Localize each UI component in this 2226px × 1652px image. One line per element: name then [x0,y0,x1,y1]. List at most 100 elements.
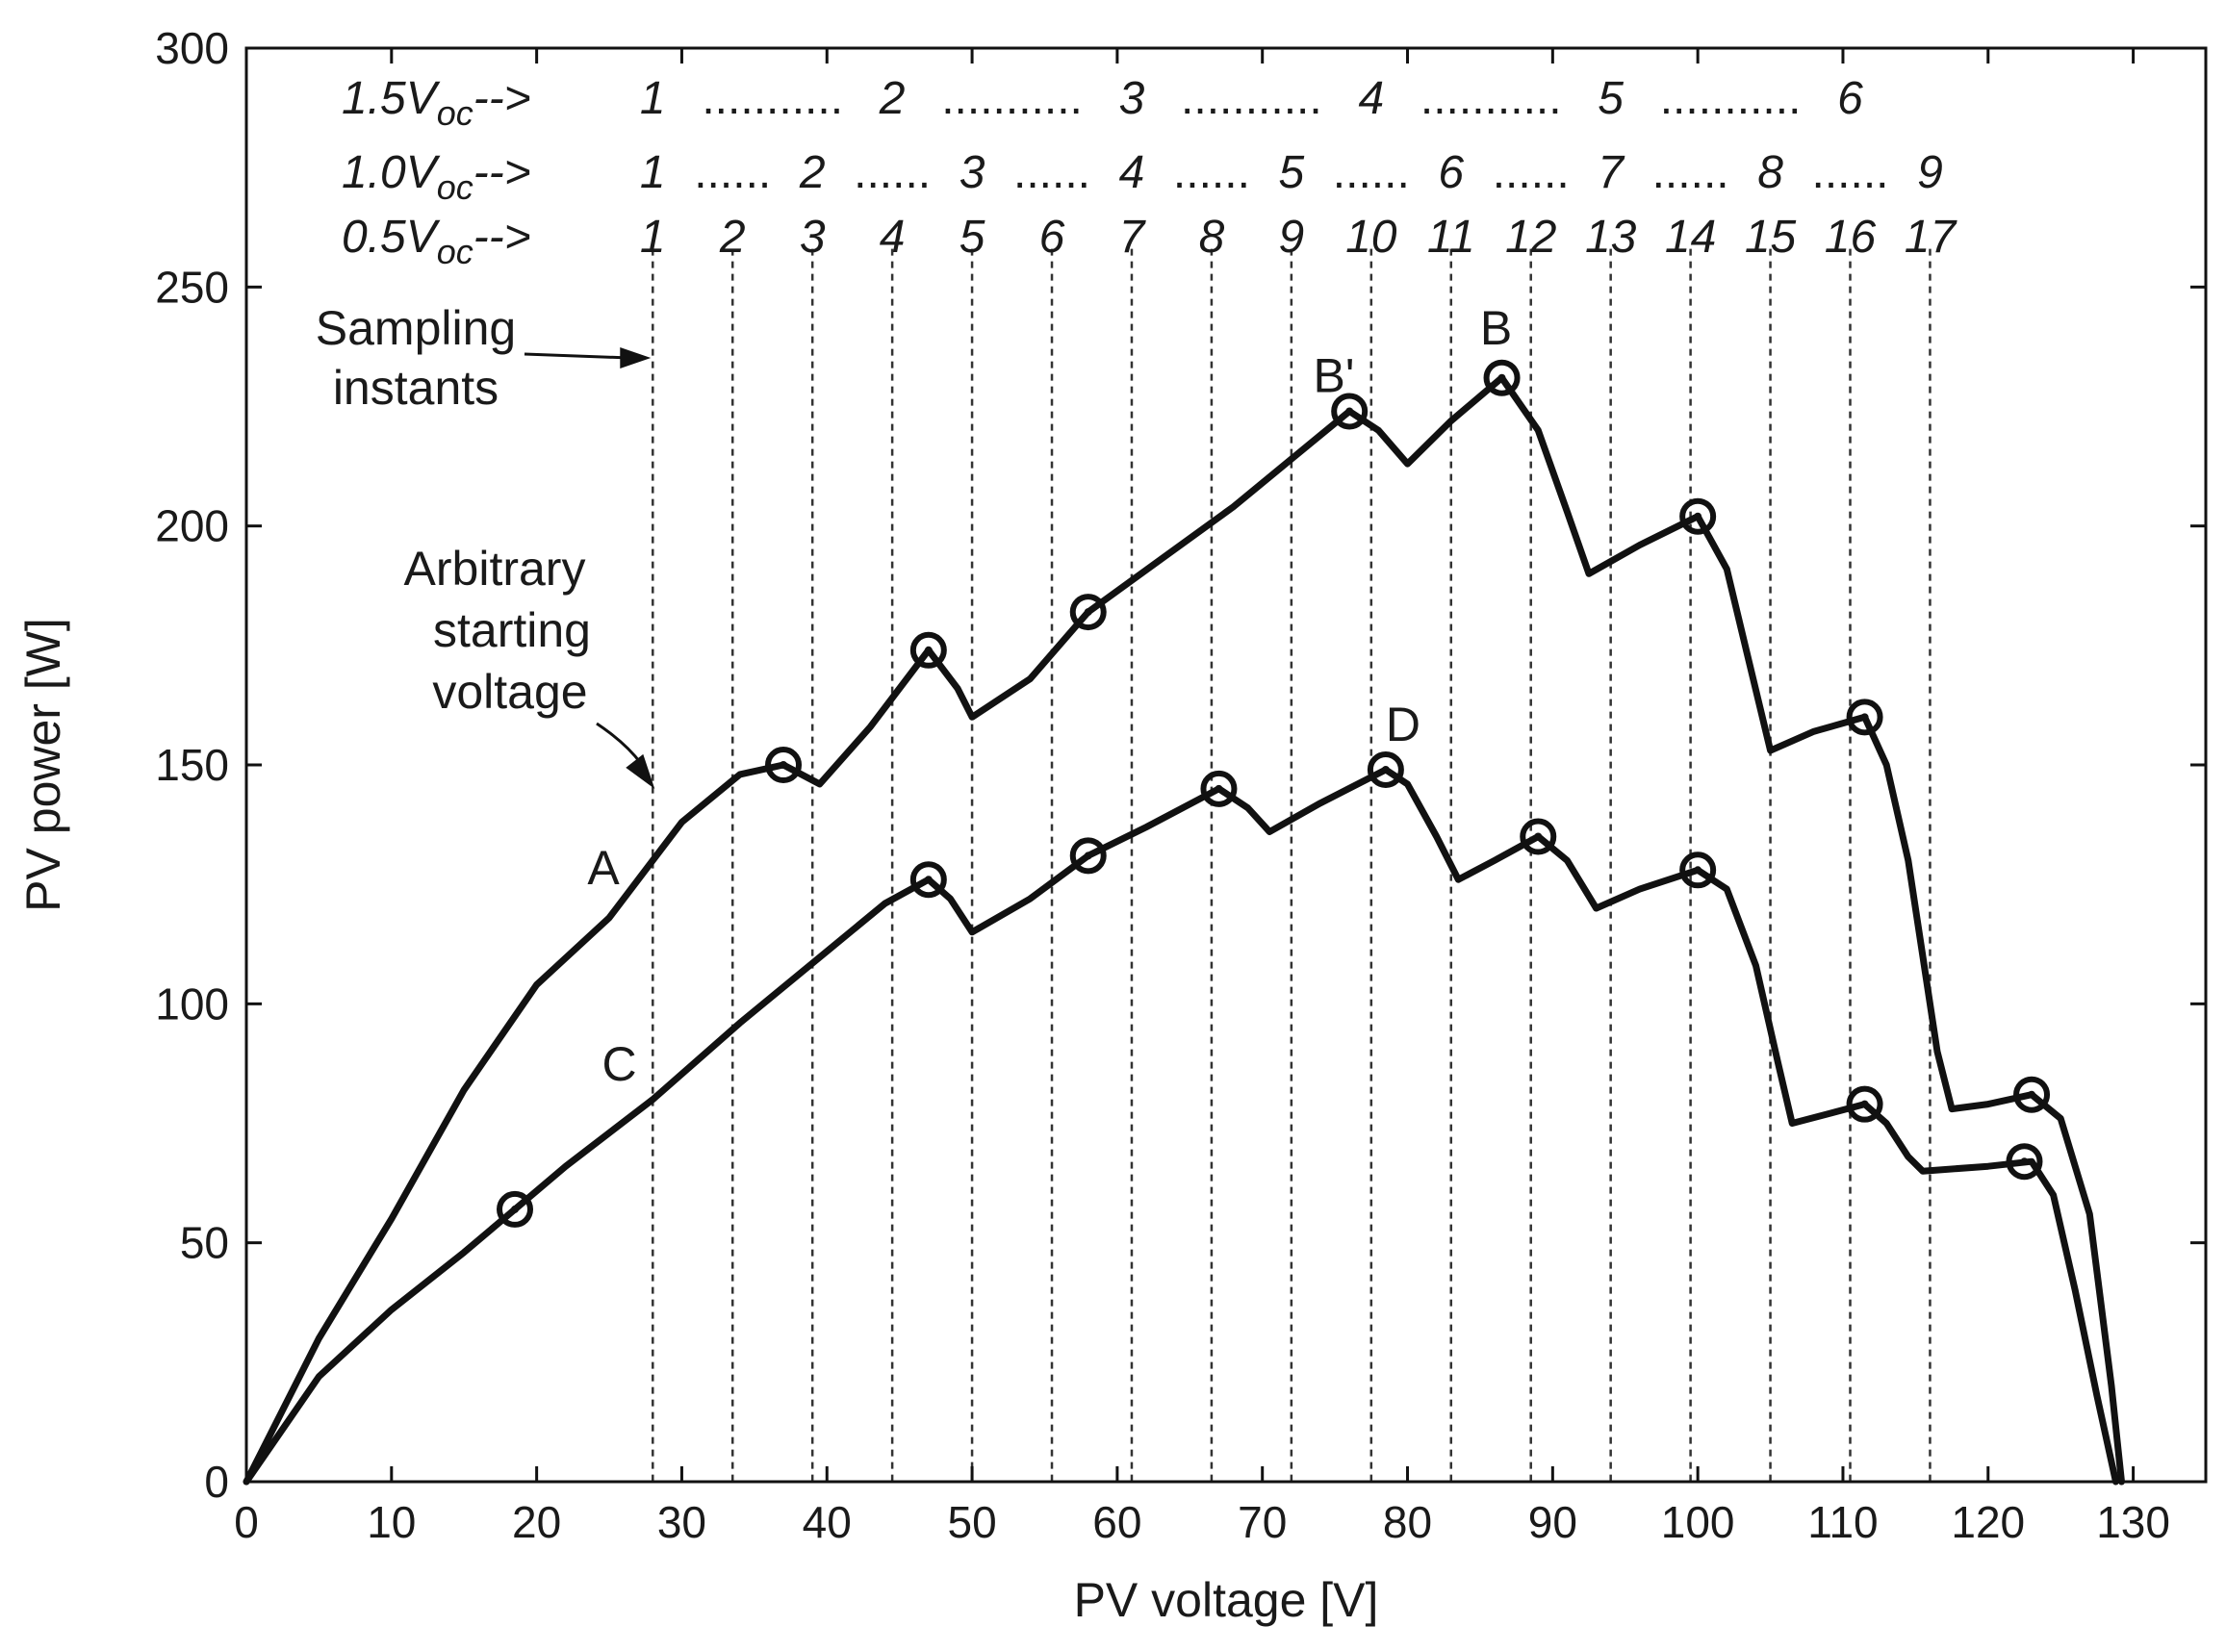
marker-dot-lower-9 [2020,1157,2029,1166]
x-tick-label-120: 120 [1951,1497,2025,1547]
sampling-instant-lines [652,248,1932,1482]
x-tick-label-10: 10 [367,1497,416,1547]
sequence-2-number-13: 13 [1585,212,1637,263]
y-axis-title: PV power [W] [16,618,70,912]
marker-upper-4 [1331,393,1369,430]
sample-markers [497,359,2051,1228]
marker-upper-2 [909,631,947,669]
sequence-1-number-5: 5 [1279,147,1305,198]
arbitrary-start-label-line1: Arbitrary [404,542,586,596]
marker-lower-4 [1200,770,1238,807]
sequence-label-1: 1.0Voc--> [342,147,531,207]
marker-dot-lower-7 [1694,866,1702,875]
marker-upper-8 [2013,1076,2051,1113]
sequence-1-dots-3: ...... [1013,147,1090,198]
marker-dot-upper-7 [1860,713,1869,722]
sequence-1-dots-6: ...... [1493,147,1570,198]
arbitrary-start-arrow [596,722,643,765]
sequence-2-number-15: 15 [1745,212,1797,263]
sequence-1-dots-4: ...... [1173,147,1250,198]
marker-dot-lower-8 [1860,1100,1869,1108]
sequence-1-number-7: 7 [1598,147,1625,198]
sequence-2-number-8: 8 [1199,212,1225,263]
marker-upper-5 [1483,359,1521,396]
plot-frame [244,46,2208,1484]
sequence-2-number-5: 5 [959,212,985,263]
sequence-1-dots-7: ...... [1652,147,1729,198]
y-tick-label-250: 250 [155,262,229,312]
sequence-2-number-9: 9 [1279,212,1305,263]
pv-curves [243,374,2125,1486]
sequence-0-dots-2: ........... [941,73,1083,124]
axis-ticks: 0 10 20 30 40 50 60 70 80 90 100 110 120 130050100150… [155,23,2206,1547]
marker-dot-upper-1 [780,761,788,769]
sequence-2-number-2: 2 [719,212,746,263]
x-tick-label-90: 90 [1528,1497,1577,1547]
sequence-2-number-11: 11 [1427,212,1475,263]
sampling-instants-arrowhead [620,347,652,369]
marker-lower-6 [1520,818,1557,855]
sequence-1-number-8: 8 [1757,147,1783,198]
sequence-2-number-4: 4 [880,212,906,263]
marker-upper-6 [1679,497,1717,535]
x-tick-label-0: 0 [234,1497,259,1547]
label-c: C [601,1037,636,1091]
marker-upper-3 [1069,594,1107,631]
x-tick-label-80: 80 [1383,1497,1432,1547]
sequence-0-number-5: 5 [1598,73,1624,124]
x-axis-title: PV voltage [V] [1074,1573,1379,1627]
curve-c-d [243,766,2119,1486]
sequence-1-number-6: 6 [1438,147,1464,198]
marker-lower-3 [1069,837,1107,875]
y-tick-label-0: 0 [204,1457,229,1507]
sampling-instants-label-line2: instants [333,361,499,415]
marker-dot-lower-1 [511,1205,520,1213]
arbitrary-start-label-line2: starting [433,603,591,657]
marker-upper-7 [1846,699,1883,736]
label-d: D [1386,698,1420,751]
x-tick-label-30: 30 [657,1497,706,1547]
x-tick-label-70: 70 [1238,1497,1287,1547]
sequence-1-number-4: 4 [1119,147,1145,198]
sequence-1-number-1: 1 [640,147,666,198]
sampling-instants-label-line1: Sampling [316,301,516,355]
y-tick-label-200: 200 [155,501,229,551]
marker-dot-lower-2 [924,876,933,884]
curve-a-b [243,374,2125,1486]
x-tick-label-110: 110 [1807,1497,1878,1547]
sampling-instants-arrow [524,352,630,360]
x-tick-label-40: 40 [803,1497,852,1547]
marker-dot-upper-8 [2028,1090,2036,1099]
marker-lower-9 [2006,1143,2043,1181]
marker-dot-lower-4 [1215,784,1223,793]
sequence-label-0: 1.5Voc--> [342,73,531,133]
marker-dot-upper-4 [1345,407,1354,416]
marker-dot-upper-5 [1497,373,1506,382]
sequence-1-number-2: 2 [799,147,826,198]
sequence-2-number-10: 10 [1345,212,1397,263]
sequence-1-number-3: 3 [959,147,985,198]
x-tick-label-130: 130 [2096,1497,2170,1547]
y-tick-label-150: 150 [155,740,229,790]
sequence-2-number-17: 17 [1905,212,1958,263]
x-tick-label-60: 60 [1092,1497,1141,1547]
marker-dot-lower-3 [1084,851,1092,860]
marker-dot-lower-6 [1534,832,1543,841]
x-tick-label-20: 20 [512,1497,561,1547]
marker-upper-1 [765,747,803,783]
x-tick-label-100: 100 [1661,1497,1735,1547]
sequence-0-dots-4: ........... [1420,73,1562,124]
sequence-0-number-6: 6 [1837,73,1863,124]
marker-lower-8 [1846,1085,1883,1123]
sequence-1-dots-1: ...... [694,147,771,198]
y-tick-label-50: 50 [180,1218,229,1268]
sequence-2-number-7: 7 [1119,212,1147,263]
sequence-label-2: 0.5Voc--> [342,212,531,271]
label-a: A [587,841,620,895]
sequence-0-dots-5: ........... [1660,73,1802,124]
sequence-1-dots-8: ...... [1811,147,1888,198]
sampling-sequences: 1.5Voc--> 1........... 2........... 3......… [342,73,1957,271]
y-tick-label-300: 300 [155,23,229,73]
marker-lower-1 [497,1190,534,1228]
